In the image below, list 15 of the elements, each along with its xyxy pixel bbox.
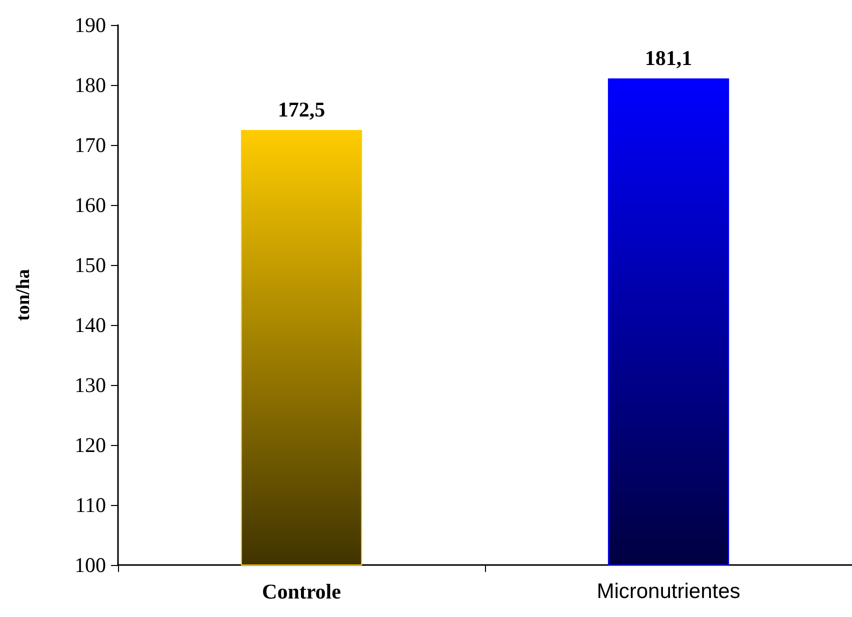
y-tick-label: 100 bbox=[74, 553, 106, 577]
y-axis-title: ton/ha bbox=[13, 268, 34, 321]
y-tick-label: 110 bbox=[75, 493, 106, 517]
y-tick-label: 180 bbox=[74, 73, 106, 97]
x-tick-label: Controle bbox=[262, 580, 341, 604]
y-tick-label: 140 bbox=[74, 313, 106, 337]
y-tick-label: 120 bbox=[74, 433, 106, 457]
x-tick-label: Micronutrientes bbox=[596, 580, 740, 603]
y-tick-label: 170 bbox=[74, 133, 106, 157]
data-label: 172,5 bbox=[278, 98, 326, 122]
y-tick-label: 130 bbox=[74, 373, 106, 397]
y-tick-label: 190 bbox=[74, 13, 106, 37]
y-tick-label: 150 bbox=[74, 253, 106, 277]
y-tick-label: 160 bbox=[74, 193, 106, 217]
data-label: 181,1 bbox=[644, 46, 692, 70]
